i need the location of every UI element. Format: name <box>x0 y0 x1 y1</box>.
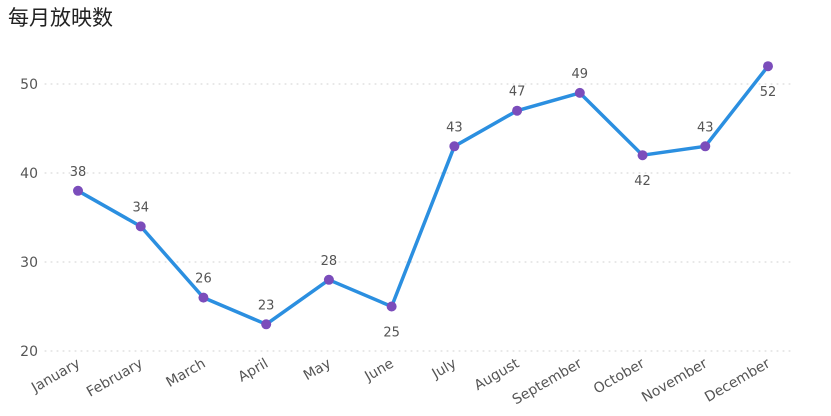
data-point <box>449 141 460 152</box>
data-point <box>323 274 334 285</box>
data-label: 43 <box>446 120 463 135</box>
data-label: 47 <box>509 85 526 100</box>
y-tick-label: 40 <box>20 166 38 182</box>
y-axis: 20 30 40 50 <box>20 77 38 360</box>
data-label: 43 <box>697 120 714 135</box>
x-tick-label: November <box>639 355 710 405</box>
x-tick-label: August <box>472 355 523 394</box>
data-point <box>637 150 648 161</box>
x-tick-label: September <box>510 355 585 408</box>
y-tick-label: 50 <box>20 77 38 93</box>
data-labels: 38 34 26 23 28 25 43 47 49 42 43 52 <box>70 67 777 341</box>
gridlines <box>44 83 793 352</box>
x-tick-label: March <box>163 356 208 391</box>
y-tick-label: 30 <box>20 255 38 271</box>
data-label: 49 <box>572 67 589 82</box>
data-point <box>386 301 397 312</box>
series-line <box>76 64 770 327</box>
x-tick-label: April <box>235 356 271 386</box>
data-label: 26 <box>195 272 212 287</box>
x-tick-label: June <box>361 356 396 386</box>
data-point <box>700 141 711 152</box>
chart-title: 每月放映数 <box>8 6 113 30</box>
series <box>73 61 773 330</box>
x-tick-label: May <box>301 356 334 384</box>
data-label: 42 <box>634 174 651 189</box>
data-point <box>574 87 585 98</box>
data-label: 28 <box>321 254 338 269</box>
x-tick-label: January <box>28 356 83 397</box>
data-point <box>512 105 523 116</box>
y-tick-label: 20 <box>20 344 38 360</box>
data-label: 38 <box>70 165 87 180</box>
data-point <box>73 185 83 196</box>
x-tick-label: December <box>702 355 773 405</box>
data-label: 34 <box>132 200 149 215</box>
x-tick-label: February <box>84 356 146 401</box>
x-tick-label: July <box>429 356 460 383</box>
x-axis: January February March April May June July Augu… <box>28 355 773 408</box>
data-point <box>135 221 146 232</box>
data-label: 25 <box>383 326 400 341</box>
data-label: 23 <box>258 298 275 313</box>
data-label: 52 <box>760 85 777 100</box>
data-point <box>261 319 272 330</box>
data-point <box>763 61 773 72</box>
data-point <box>198 292 209 303</box>
